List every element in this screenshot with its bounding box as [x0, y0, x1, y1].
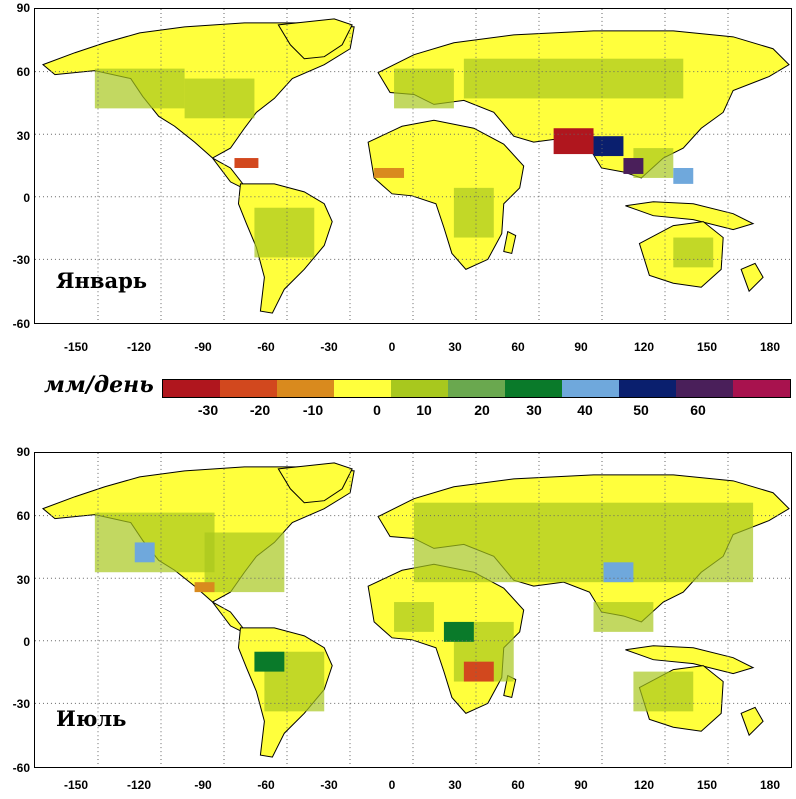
legend-color-swatch [733, 380, 790, 397]
lon-tick: 180 [759, 778, 781, 792]
precip-patch [204, 532, 285, 593]
lat-tick: 60 [16, 65, 30, 79]
lat-tick: 90 [16, 445, 30, 459]
legend-tick: 10 [416, 402, 432, 418]
lon-tick: 60 [511, 340, 525, 354]
january-map-svg [35, 9, 791, 323]
legend-color-swatch [505, 380, 562, 397]
lon-tick: 30 [448, 778, 462, 792]
lon-tick: -90 [194, 340, 212, 354]
legend-color-swatch [163, 380, 220, 397]
month-label-january: Январь [56, 268, 148, 293]
lon-tick: -60 [257, 778, 275, 792]
precip-patch [94, 68, 185, 109]
lon-tick: 90 [574, 340, 588, 354]
landmass-shape [367, 119, 525, 270]
lon-tick: -120 [126, 340, 152, 354]
legend-tick: -20 [249, 402, 271, 418]
landmass-shape [277, 18, 353, 60]
lat-tick: -60 [12, 317, 30, 331]
precip-patch [184, 78, 255, 119]
lon-tick: 60 [511, 778, 525, 792]
lon-tick: 90 [574, 778, 588, 792]
precip-patch [394, 602, 434, 632]
legend-tick: 30 [526, 402, 542, 418]
lat-tick: 0 [23, 191, 30, 205]
precip-anomaly-patch [553, 128, 594, 155]
precip-patch [94, 512, 215, 573]
landmass-shape [740, 706, 764, 737]
lat-tick: 30 [16, 129, 30, 143]
lon-tick: -30 [320, 340, 338, 354]
lat-tick: -30 [12, 697, 30, 711]
legend-tick: 20 [474, 402, 490, 418]
legend-tick: 40 [577, 402, 593, 418]
legend-color-swatch [334, 380, 391, 397]
lon-tick: 150 [696, 340, 718, 354]
precip-anomaly-patch [463, 661, 494, 682]
landmass-shape [277, 462, 353, 504]
landmass-shape [625, 645, 755, 675]
legend-tick: -10 [302, 402, 324, 418]
july-map [34, 452, 792, 768]
legend-tick: 0 [373, 402, 381, 418]
lon-tick: -150 [63, 778, 89, 792]
precip-anomaly-patch [443, 621, 474, 642]
units-label: мм/день [44, 372, 154, 398]
legend-color-swatch [676, 380, 733, 397]
lon-tick: 120 [633, 778, 655, 792]
lon-tick: -120 [126, 778, 152, 792]
legend-color-swatch [562, 380, 619, 397]
lat-tick: 30 [16, 573, 30, 587]
lat-tick: -60 [12, 761, 30, 775]
legend-color-swatch [391, 380, 448, 397]
precip-anomaly-patch [623, 158, 644, 174]
precip-anomaly-patch [234, 158, 259, 168]
color-legend-bar [162, 379, 791, 398]
lon-tick: 30 [448, 340, 462, 354]
precip-patch [593, 602, 654, 632]
precip-anomaly-patch [374, 167, 405, 178]
precip-patch [453, 187, 494, 238]
lat-tick: -30 [12, 253, 30, 267]
precip-anomaly-patch [194, 582, 215, 593]
lon-tick: 180 [759, 340, 781, 354]
landmass-shape [740, 262, 764, 293]
lon-tick: 0 [388, 340, 396, 354]
precip-patch [413, 502, 754, 583]
lon-tick: -150 [63, 340, 89, 354]
precip-anomaly-patch [134, 542, 155, 563]
precip-patch [633, 671, 694, 712]
january-map [34, 8, 792, 324]
legend-tick: -30 [197, 402, 219, 418]
july-map-svg [35, 453, 791, 767]
precip-patch [394, 68, 454, 109]
precip-anomaly-patch [603, 562, 634, 583]
precip-anomaly-patch [593, 136, 624, 157]
legend-color-swatch [220, 380, 277, 397]
lon-tick: -90 [194, 778, 212, 792]
legend-tick: 50 [633, 402, 649, 418]
precip-anomaly-patch [673, 167, 694, 184]
landmass-shape [625, 201, 755, 231]
legend-tick: 60 [690, 402, 706, 418]
month-label-july: Июль [56, 706, 127, 731]
lon-tick: 120 [633, 340, 655, 354]
lon-tick: 150 [696, 778, 718, 792]
legend-color-swatch [448, 380, 505, 397]
precip-patch [254, 207, 315, 258]
precip-patch [463, 58, 684, 99]
lat-tick: 60 [16, 509, 30, 523]
legend-color-swatch [277, 380, 334, 397]
precip-patch [673, 237, 714, 268]
landmass-shape [503, 230, 517, 255]
precip-anomaly-patch [254, 651, 285, 672]
lat-tick: 0 [23, 635, 30, 649]
lat-tick: 90 [16, 1, 30, 15]
legend-color-swatch [619, 380, 676, 397]
lon-tick: -30 [320, 778, 338, 792]
lon-tick: 0 [388, 778, 396, 792]
lon-tick: -60 [257, 340, 275, 354]
